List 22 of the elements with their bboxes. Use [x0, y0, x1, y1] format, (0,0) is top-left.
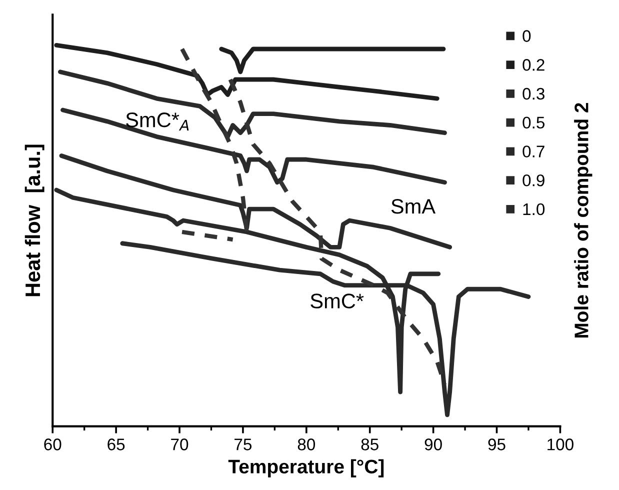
annotation: SmA — [391, 198, 436, 214]
y2-axis-title: Mole ratio of compound 2 — [574, 102, 592, 338]
y-axis-title: Heat flow [a.u.] — [24, 144, 44, 296]
legend-label: 1.0 — [523, 203, 545, 216]
annotation: SmC*$_{A}$ — [126, 112, 189, 130]
x-tick-label: 70 — [171, 438, 188, 450]
legend-label: 0.2 — [522, 59, 544, 71]
x-axis-title: Temperature [°C] — [228, 459, 384, 478]
x-tick-label: 90 — [424, 438, 442, 450]
x-tick-label: 85 — [361, 438, 378, 450]
legend-label: 0.3 — [522, 88, 544, 100]
x-tick-label: 80 — [298, 438, 316, 450]
x-tick-label: 100 — [548, 438, 574, 450]
x-tick-label: 95 — [488, 438, 506, 450]
legend-label: 0 — [522, 30, 531, 42]
legend-label: 0.9 — [522, 174, 544, 186]
x-tick-label: 65 — [108, 438, 125, 450]
legend-label: 0.5 — [522, 116, 544, 129]
x-tick-label: 75 — [234, 438, 252, 450]
legend-label: 0.7 — [522, 146, 544, 158]
annotation: SmC* — [310, 294, 364, 308]
x-tick-label: 60 — [44, 438, 62, 450]
